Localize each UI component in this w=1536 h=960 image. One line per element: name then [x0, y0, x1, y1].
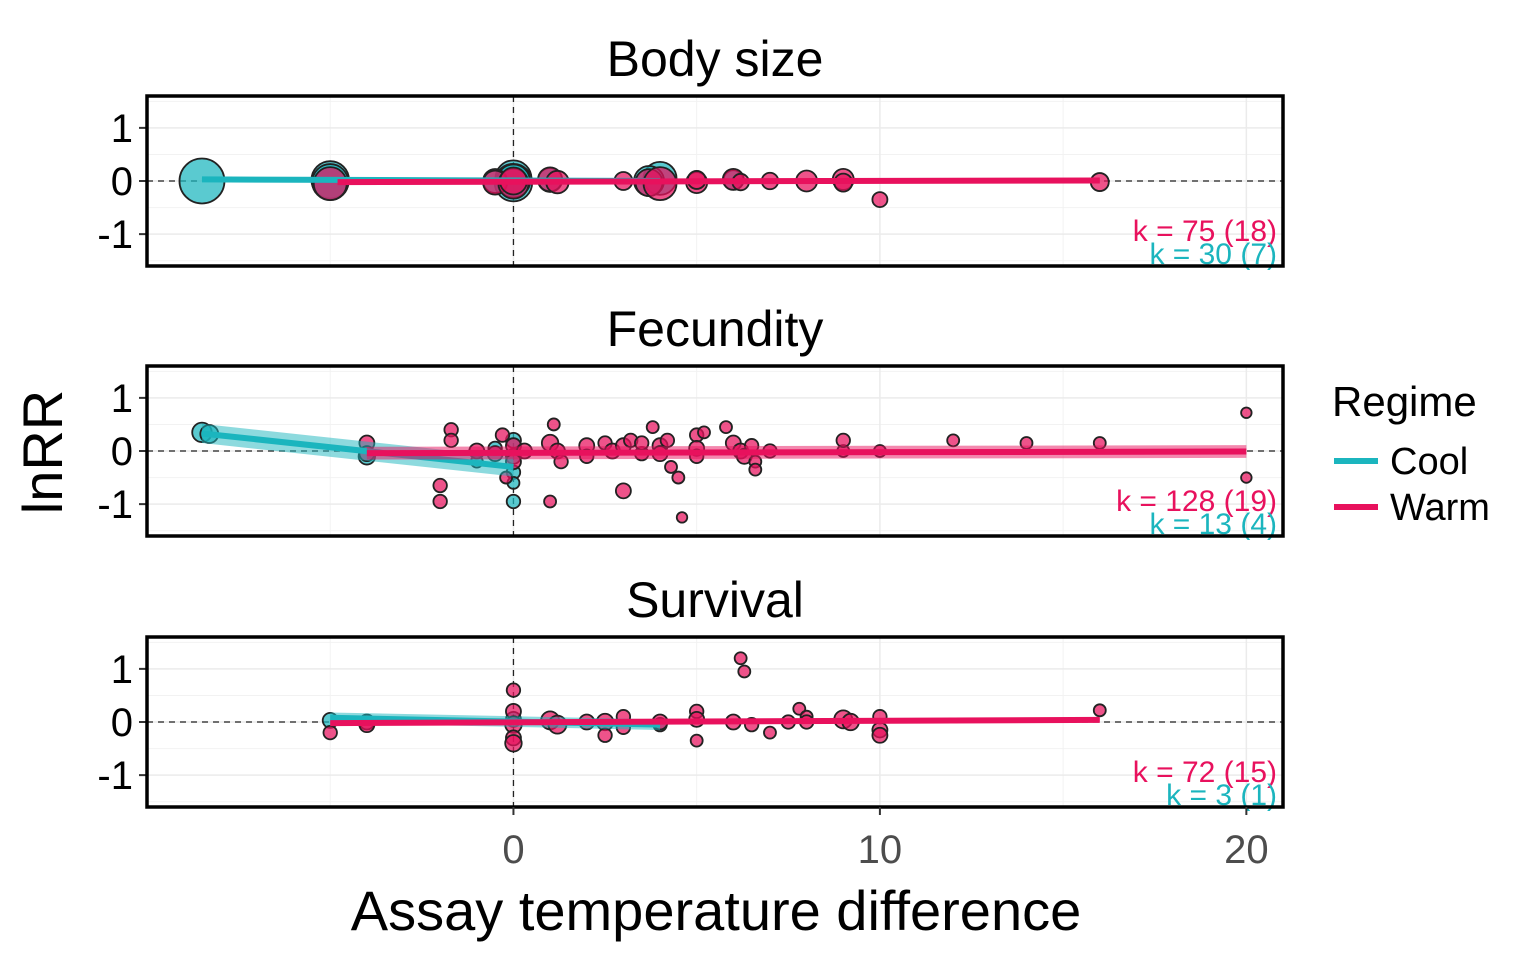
- data-point-warm: [671, 470, 686, 485]
- data-point-warm: [432, 493, 448, 510]
- panel-title: Body size: [607, 31, 824, 87]
- k-label-warm: k = 128 (19): [1116, 485, 1277, 518]
- data-point-warm: [1092, 703, 1107, 718]
- data-point-warm: [871, 726, 889, 744]
- x-axis-title: Assay temperature difference: [351, 879, 1081, 942]
- y-tick-label: -1: [97, 483, 133, 527]
- x-tick-label: 20: [1224, 828, 1269, 872]
- y-tick-label: 0: [111, 430, 133, 474]
- legend-label-warm: Warm: [1390, 487, 1490, 529]
- fit-warm-line: [330, 716, 1100, 727]
- y-tick-label: 0: [111, 701, 133, 745]
- y-tick-label: 1: [111, 648, 133, 692]
- data-point-warm: [543, 494, 557, 509]
- data-point-warm: [946, 433, 961, 448]
- data-point-warm: [505, 682, 522, 698]
- panel-border: [145, 94, 1285, 268]
- data-point-warm: [1240, 471, 1253, 484]
- y-tick-label: -1: [97, 213, 133, 257]
- x-tick-label: 10: [858, 828, 903, 872]
- y-axis-title: lnRR: [11, 390, 74, 514]
- fit-cool-line: [201, 430, 514, 470]
- data-point-warm: [443, 432, 459, 449]
- data-point-warm: [645, 420, 660, 434]
- data-point-warm: [697, 425, 711, 440]
- data-point-cool: [505, 493, 522, 510]
- legend: Regime Cool Warm: [1332, 378, 1490, 529]
- x-tick-label: 0: [502, 828, 524, 872]
- panel-border: [145, 635, 1285, 809]
- y-tick-label: -1: [97, 754, 133, 798]
- panel-title: Survival: [626, 572, 804, 628]
- data-point-warm: [689, 733, 704, 748]
- panel-title: Fecundity: [607, 301, 824, 357]
- data-point-warm: [546, 417, 561, 432]
- data-point-warm: [432, 477, 448, 494]
- k-label-warm: k = 72 (15): [1133, 756, 1277, 789]
- data-point-warm: [719, 420, 733, 434]
- data-point-warm: [1240, 406, 1253, 419]
- data-point-warm: [748, 462, 763, 477]
- x-axis-ticks: 0 10 20: [502, 807, 1269, 872]
- data-point-warm: [494, 427, 511, 443]
- data-point-warm: [675, 511, 689, 524]
- data-point-warm: [614, 482, 632, 500]
- legend-title: Regime: [1332, 378, 1477, 425]
- data-point-warm: [322, 724, 338, 741]
- fit-warm-line: [337, 177, 1100, 186]
- data-point-warm: [835, 432, 851, 449]
- data-point-warm: [763, 725, 777, 740]
- legend-label-cool: Cool: [1390, 441, 1468, 483]
- data-point-warm: [733, 651, 748, 666]
- data-point-warm: [504, 734, 523, 753]
- data-point-warm: [659, 432, 676, 449]
- y-tick-label: 0: [111, 160, 133, 204]
- y-tick-label: 1: [111, 377, 133, 421]
- data-point-warm: [664, 460, 678, 474]
- k-label-warm: k = 75 (18): [1133, 215, 1277, 248]
- fit-warm-line: [366, 448, 1247, 457]
- data-point-warm: [871, 191, 889, 208]
- data-point-warm: [597, 727, 613, 743]
- panel-border: [145, 364, 1285, 538]
- data-point-warm: [737, 664, 752, 679]
- y-tick-label: 1: [111, 107, 133, 151]
